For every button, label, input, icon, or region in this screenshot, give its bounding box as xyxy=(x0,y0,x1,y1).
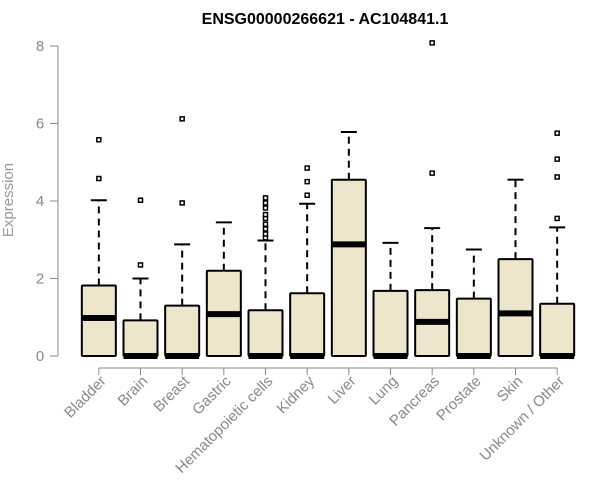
outlier-point xyxy=(554,215,560,222)
outlier-point xyxy=(96,175,102,182)
box-group xyxy=(122,197,159,359)
outlier-point xyxy=(304,165,310,171)
outlier-point xyxy=(262,211,269,218)
x-tick-label: Brain xyxy=(115,373,152,410)
box xyxy=(330,178,367,357)
outlier-point xyxy=(429,170,435,176)
box-group xyxy=(80,137,117,358)
box-group xyxy=(497,178,534,357)
box xyxy=(539,302,576,357)
chart-title: ENSG00000266621 - AC104841.1 xyxy=(202,11,449,28)
outlier-point xyxy=(304,192,310,198)
box-group xyxy=(414,40,451,357)
x-tick-label: Breast xyxy=(150,372,193,415)
outlier-point xyxy=(429,40,435,46)
box-group xyxy=(372,241,409,359)
box xyxy=(289,292,326,358)
x-tick-label: Skin xyxy=(494,373,527,406)
x-tick-label: Prostate xyxy=(433,373,485,425)
outlier-point xyxy=(554,174,560,180)
y-tick-label: 6 xyxy=(36,116,44,133)
outlier-point xyxy=(262,205,269,211)
outlier-point xyxy=(262,200,269,206)
box-group xyxy=(330,131,367,357)
outlier-point xyxy=(554,130,560,136)
outlier-point xyxy=(137,197,144,203)
box xyxy=(122,319,159,358)
box-group xyxy=(289,165,326,359)
box xyxy=(455,297,492,357)
y-axis: 0 2 4 6 8 xyxy=(36,38,59,365)
outlier-point xyxy=(96,137,102,143)
x-tick-label: Kidney xyxy=(274,372,319,417)
box xyxy=(497,258,534,357)
box-group xyxy=(205,221,242,357)
box-group xyxy=(247,195,284,359)
outlier-point xyxy=(137,262,144,268)
outlier-point xyxy=(262,221,269,227)
y-axis-label: Expression xyxy=(0,163,17,237)
outlier-point xyxy=(304,178,310,185)
y-tick-label: 8 xyxy=(36,38,44,55)
outlier-point xyxy=(554,156,560,162)
outlier-point xyxy=(262,226,269,232)
y-tick-label: 0 xyxy=(36,348,44,365)
outlier-point xyxy=(179,116,185,122)
box-group xyxy=(164,116,201,359)
y-tick-label: 4 xyxy=(36,193,44,210)
box-group xyxy=(455,248,492,359)
box xyxy=(372,289,409,357)
outlier-point xyxy=(179,200,185,206)
x-tick-label: Lung xyxy=(366,373,402,409)
box xyxy=(247,309,284,357)
box-group xyxy=(539,130,576,359)
x-tick-label: Liver xyxy=(325,373,360,408)
outlier-point xyxy=(262,231,269,237)
plot-area xyxy=(80,40,576,359)
outlier-point xyxy=(262,195,269,201)
box xyxy=(164,304,201,357)
x-tick-label: Bladder xyxy=(61,373,110,422)
y-tick-label: 2 xyxy=(36,271,44,288)
